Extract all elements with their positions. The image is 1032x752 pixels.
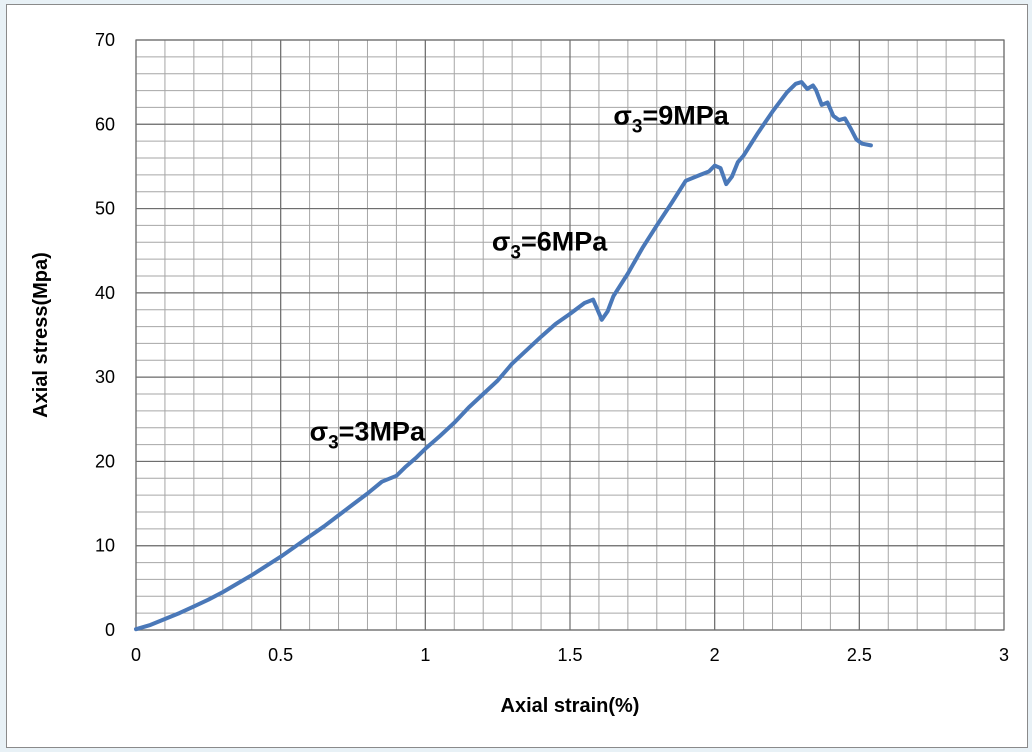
y-tick-label: 60: [95, 114, 115, 134]
x-tick-label: 1: [420, 645, 430, 665]
x-tick-label: 2.5: [847, 645, 872, 665]
x-tick-label: 1.5: [557, 645, 582, 665]
y-tick-label: 40: [95, 283, 115, 303]
y-tick-label: 30: [95, 367, 115, 387]
stress-strain-series-line: [134, 80, 873, 632]
x-tick-label: 2: [710, 645, 720, 665]
y-tick-label: 50: [95, 199, 115, 219]
confining-pressure-annotation: σ3=3MPa: [310, 416, 426, 453]
y-tick-label: 10: [95, 536, 115, 556]
y-axis-title: Axial stress(Mpa): [30, 252, 52, 418]
y-tick-label: 70: [95, 30, 115, 50]
plot-area-border: [135, 39, 1005, 631]
y-tick-label: 20: [95, 451, 115, 471]
x-tick-label: 0.5: [268, 645, 293, 665]
x-axis-title: Axial strain(%): [501, 695, 640, 717]
confining-pressure-annotation: σ3=9MPa: [613, 100, 729, 137]
line-chart: 0 0.5 1 1.5 2 2.5 3 0 10 20 30 40 50 60 70 σ3=3MPa σ3=…: [30, 30, 1009, 717]
x-tick-label: 0: [131, 645, 141, 665]
confining-pressure-annotation: σ3=6MPa: [492, 227, 608, 264]
chart-frame: 0 0.5 1 1.5 2 2.5 3 0 10 20 30 40 50 60 70 σ3=3MPa σ3=…: [6, 4, 1028, 748]
y-tick-label: 0: [105, 620, 115, 640]
x-tick-label: 3: [999, 645, 1009, 665]
